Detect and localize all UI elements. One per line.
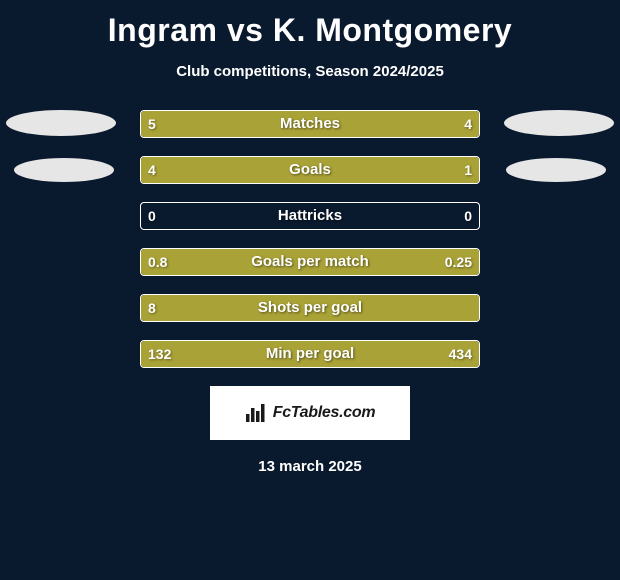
stat-row: 00Hattricks [0,202,620,230]
bar-left [141,249,398,275]
logo-text: FcTables.com [273,404,376,422]
value-left: 0.8 [148,248,167,276]
value-left: 4 [148,156,156,184]
stat-row: 54Matches [0,110,620,138]
subtitle: Club competitions, Season 2024/2025 [0,63,620,80]
stat-row: 41Goals [0,156,620,184]
bar-track [140,110,480,138]
value-left: 8 [148,294,156,322]
bar-track [140,340,480,368]
comparison-chart: 54Matches41Goals00Hattricks0.80.25Goals … [0,110,620,368]
bar-left [141,157,401,183]
value-left: 132 [148,340,171,368]
logo-bars-icon [245,404,267,422]
bar-right [327,111,479,137]
page-title: Ingram vs K. Montgomery [0,0,620,49]
bar-track [140,294,480,322]
value-right: 434 [449,340,472,368]
value-right: 0.25 [445,248,472,276]
fctables-logo: FcTables.com [210,386,410,440]
value-right: 0 [464,202,472,230]
bar-track [140,156,480,184]
bar-left [141,111,327,137]
stat-row: 0.80.25Goals per match [0,248,620,276]
bar-right [219,341,479,367]
bar-track [140,202,480,230]
stat-row: 132434Min per goal [0,340,620,368]
bar-left [141,295,479,321]
value-right: 4 [464,110,472,138]
date-text: 13 march 2025 [0,458,620,475]
value-left: 5 [148,110,156,138]
bar-track [140,248,480,276]
stat-row: 8Shots per goal [0,294,620,322]
value-right: 1 [464,156,472,184]
value-left: 0 [148,202,156,230]
